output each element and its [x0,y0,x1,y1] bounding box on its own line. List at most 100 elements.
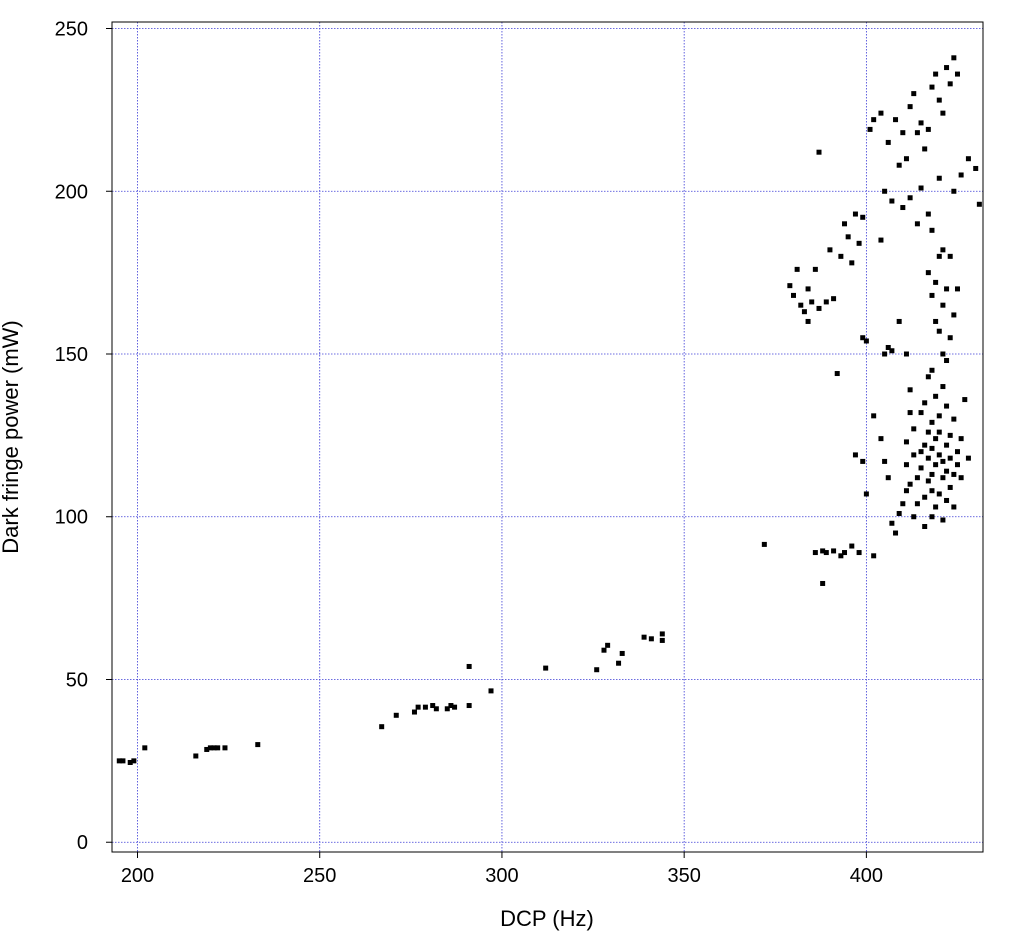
data-point [761,541,767,547]
data-point [422,704,428,710]
data-point [944,403,950,409]
data-point [619,650,625,656]
data-point [863,338,869,344]
data-point [823,550,829,556]
data-point [922,524,928,530]
data-point [958,475,964,481]
data-point [215,745,221,751]
data-point [120,758,126,764]
data-point [852,452,858,458]
data-point [936,175,942,181]
x-tick-label: 300 [485,865,518,887]
data-point [885,139,891,145]
data-point [907,387,913,393]
data-point [933,504,939,510]
data-point [648,636,654,642]
data-point [411,709,417,715]
data-point [954,286,960,292]
data-point [659,637,665,643]
data-point [925,455,931,461]
data-point [871,413,877,419]
data-point [787,283,793,289]
data-point [838,253,844,259]
data-point [947,432,953,438]
data-point [954,462,960,468]
x-tick-label: 200 [121,865,154,887]
data-point [856,240,862,246]
data-point [131,758,137,764]
x-tick-label: 350 [667,865,700,887]
data-point [940,384,946,390]
data-point [914,501,920,507]
x-tick-label: 400 [850,865,883,887]
data-point [929,445,935,451]
data-point [918,185,924,191]
data-point [925,374,931,380]
data-point [951,312,957,318]
data-point [222,745,228,751]
data-point [947,253,953,259]
data-point [907,195,913,201]
data-point [951,188,957,194]
data-point [798,302,804,308]
data-point [448,703,454,709]
data-point [973,165,979,171]
data-point [940,247,946,253]
data-point [944,65,950,71]
data-point [929,488,935,494]
data-point [907,481,913,487]
grid-lines [112,22,983,852]
data-point [907,104,913,110]
data-point [823,299,829,305]
data-point [911,91,917,97]
data-point [944,358,950,364]
data-point [933,318,939,324]
data-point [142,745,148,751]
data-point [871,117,877,123]
data-point [842,221,848,227]
data-point [889,348,895,354]
data-point [947,335,953,341]
data-point [965,156,971,162]
data-point [641,634,647,640]
data-point [207,745,213,751]
data-point [849,543,855,549]
data-point [882,458,888,464]
data-point [929,471,935,477]
data-point [936,97,942,103]
data-point [896,162,902,168]
data-point [962,397,968,403]
data-point [929,227,935,233]
data-point [838,553,844,559]
data-point [940,475,946,481]
data-point [878,110,884,116]
data-point [951,55,957,61]
data-point [951,504,957,510]
data-point [856,550,862,556]
data-point [918,410,924,416]
data-point [918,465,924,471]
data-point [790,292,796,298]
y-tick-label: 0 [77,832,88,854]
data-point [944,497,950,503]
data-point [867,126,873,132]
data-point [594,667,600,673]
data-point [936,429,942,435]
data-point [929,419,935,425]
data-point [452,704,458,710]
data-point [809,299,815,305]
data-point [860,458,866,464]
data-point [933,462,939,468]
data-point [903,156,909,162]
data-point [929,514,935,520]
y-tick-label: 100 [55,507,88,529]
data-point [903,351,909,357]
data-point [936,491,942,497]
data-point [918,449,924,455]
data-point [834,371,840,377]
data-point [929,292,935,298]
y-tick-label: 250 [55,19,88,41]
data-point [820,548,826,554]
data-point [860,214,866,220]
